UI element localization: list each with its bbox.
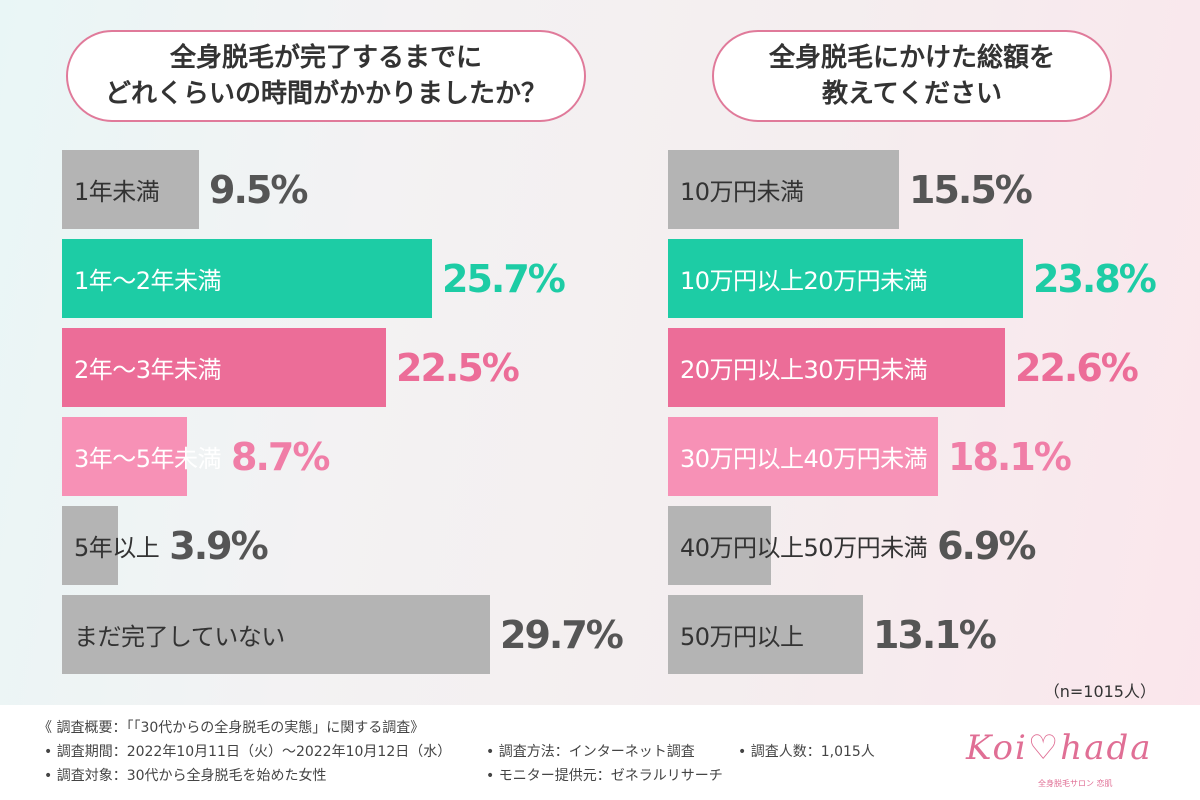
duration-bar-label: 1年〜2年未満 xyxy=(74,267,222,295)
cost-bar-label: 20万円以上30万円未満 xyxy=(680,356,928,384)
cost-bar-label: 40万円以上50万円未満 xyxy=(680,534,928,562)
duration-bar xyxy=(62,595,490,674)
survey-target: • 調査対象：30代から全身脱毛を始めた女性 xyxy=(44,768,327,784)
cost-bar-value: 13.1% xyxy=(873,612,997,657)
duration-bar-value: 9.5% xyxy=(209,167,308,212)
duration-bar-label: 5年以上 xyxy=(74,534,160,562)
koihada-logo-subtitle: 全身脱毛サロン 恋肌 xyxy=(1038,779,1113,788)
duration-bar xyxy=(62,417,187,496)
survey-period: • 調査期間：2022年10月11日（火）〜2022年10月12日（水） xyxy=(44,744,452,760)
duration-bar-value: 29.7% xyxy=(500,612,624,657)
duration-bar xyxy=(62,150,199,229)
duration-bar-value: 8.7% xyxy=(231,434,330,479)
survey-method: • 調査方法：インターネット調査 xyxy=(486,744,695,760)
survey-overview: 《 調査概要：「「30代からの全身脱毛の実態」に関する調査》 xyxy=(38,720,425,736)
cost-bar-value: 22.6% xyxy=(1015,345,1139,390)
duration-bar-value: 25.7% xyxy=(442,256,566,301)
cost-bar-value: 23.8% xyxy=(1033,256,1157,301)
cost-bar-label: 30万円以上40万円未満 xyxy=(680,445,928,473)
cost-bar xyxy=(668,506,771,585)
question-duration: 全身脱毛が完了するまでに どれくらいの時間がかかりましたか？ xyxy=(66,30,586,122)
cost-bar-value: 15.5% xyxy=(909,167,1033,212)
cost-bar xyxy=(668,239,1023,318)
survey-footer: 《 調査概要：「「30代からの全身脱毛の実態」に関する調査》 • 調査期間：20… xyxy=(0,705,1200,800)
duration-bar-label: 2年〜3年未満 xyxy=(74,356,222,384)
duration-bar-label: 3年〜5年未満 xyxy=(74,445,222,473)
survey-provider: • モニター提供元：ゼネラルリサーチ xyxy=(486,768,723,784)
cost-bar xyxy=(668,328,1005,407)
cost-bar xyxy=(668,417,938,496)
duration-bar-label: まだ完了していない xyxy=(74,623,285,651)
right-chart-panel: 全身脱毛にかけた総額を 教えてください 10万円未満 15.5% 10万円以上20万… xyxy=(600,0,1200,700)
cost-bar-label: 10万円未満 xyxy=(680,178,804,206)
cost-bar xyxy=(668,150,899,229)
cost-bar-label: 10万円以上20万円未満 xyxy=(680,267,928,295)
sample-size-note: （n=1015人） xyxy=(1043,682,1156,701)
duration-bar-label: 1年未満 xyxy=(74,178,160,206)
duration-bar xyxy=(62,328,386,407)
cost-bar-label: 50万円以上 xyxy=(680,623,804,651)
question-total-cost: 全身脱毛にかけた総額を 教えてください xyxy=(712,30,1112,122)
duration-bar-value: 3.9% xyxy=(169,523,268,568)
koihada-logo: Koi♡hada xyxy=(966,728,1153,768)
left-chart-panel: 全身脱毛が完了するまでに どれくらいの時間がかかりましたか？ 1年未満 9.5% 1… xyxy=(0,0,624,700)
survey-count: • 調査人数：1,015人 xyxy=(738,744,875,760)
duration-bar xyxy=(62,239,432,318)
duration-bar xyxy=(62,506,118,585)
cost-bar-value: 6.9% xyxy=(937,523,1036,568)
cost-bar-value: 18.1% xyxy=(948,434,1072,479)
duration-bar-value: 22.5% xyxy=(396,345,520,390)
cost-bar xyxy=(668,595,863,674)
